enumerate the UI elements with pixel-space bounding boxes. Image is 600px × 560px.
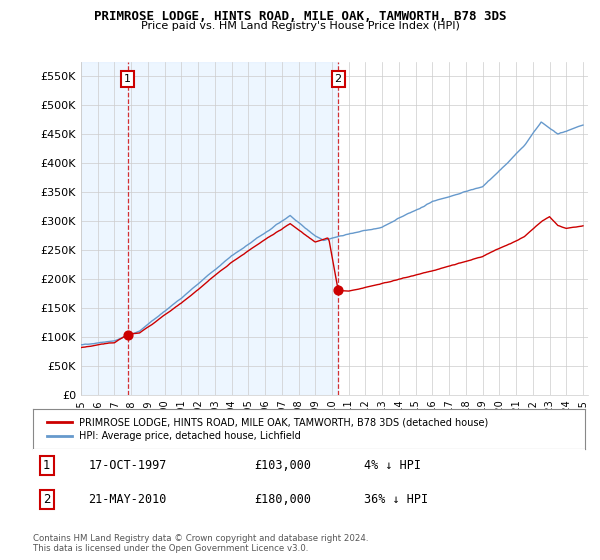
Text: 36% ↓ HPI: 36% ↓ HPI (364, 493, 428, 506)
Text: 17-OCT-1997: 17-OCT-1997 (88, 459, 167, 473)
Text: £180,000: £180,000 (254, 493, 311, 506)
Text: PRIMROSE LODGE, HINTS ROAD, MILE OAK, TAMWORTH, B78 3DS: PRIMROSE LODGE, HINTS ROAD, MILE OAK, TA… (94, 10, 506, 23)
Text: Price paid vs. HM Land Registry's House Price Index (HPI): Price paid vs. HM Land Registry's House … (140, 21, 460, 31)
Point (334, 286, 343, 295)
Bar (81, 62, 338, 395)
Text: 2: 2 (335, 74, 342, 84)
Text: 4% ↓ HPI: 4% ↓ HPI (364, 459, 421, 473)
Text: 2: 2 (43, 493, 50, 506)
Legend: PRIMROSE LODGE, HINTS ROAD, MILE OAK, TAMWORTH, B78 3DS (detached house), HPI: A: PRIMROSE LODGE, HINTS ROAD, MILE OAK, TA… (43, 413, 493, 445)
Text: 1: 1 (124, 74, 131, 84)
Text: 21-MAY-2010: 21-MAY-2010 (88, 493, 167, 506)
Point (123, 330, 133, 339)
Text: Contains HM Land Registry data © Crown copyright and database right 2024.
This d: Contains HM Land Registry data © Crown c… (33, 534, 368, 553)
Text: 1: 1 (43, 459, 50, 473)
Text: £103,000: £103,000 (254, 459, 311, 473)
